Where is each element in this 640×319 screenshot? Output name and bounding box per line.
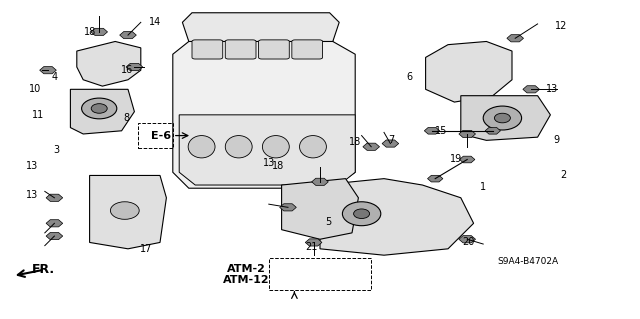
Text: 13: 13 [262,158,275,168]
Text: 16: 16 [120,65,133,75]
Polygon shape [70,89,134,134]
Text: ATM-2
ATM-12: ATM-2 ATM-12 [223,263,269,285]
Polygon shape [40,67,56,74]
Ellipse shape [483,106,522,130]
Bar [138,123,173,148]
Bar [269,258,371,290]
Text: 18: 18 [349,137,362,147]
Text: S9A4-B4702A: S9A4-B4702A [497,257,559,266]
Polygon shape [461,96,550,140]
Text: E-6: E-6 [151,130,172,141]
Ellipse shape [495,113,511,123]
Text: 5: 5 [325,217,332,227]
FancyBboxPatch shape [225,40,256,59]
Polygon shape [179,115,355,185]
Polygon shape [126,63,143,70]
Polygon shape [507,35,524,42]
Polygon shape [460,156,475,163]
Ellipse shape [111,202,140,219]
Polygon shape [426,41,512,102]
Ellipse shape [82,98,117,119]
Polygon shape [90,175,166,249]
Text: 1: 1 [480,182,486,192]
Text: 20: 20 [462,237,475,248]
Polygon shape [46,194,63,201]
Polygon shape [320,179,474,255]
Polygon shape [459,130,476,137]
FancyBboxPatch shape [259,40,289,59]
Polygon shape [280,204,296,211]
Polygon shape [282,179,358,239]
Text: 8: 8 [124,113,130,123]
Text: 19: 19 [450,154,463,165]
Polygon shape [523,86,540,93]
Text: 10: 10 [29,84,42,94]
Ellipse shape [188,136,215,158]
Text: 14: 14 [148,17,161,27]
Text: 3: 3 [53,145,60,155]
Polygon shape [46,220,63,227]
Ellipse shape [225,136,252,158]
Text: 13: 13 [26,161,38,171]
Polygon shape [77,41,141,86]
Text: 4: 4 [51,71,58,82]
Polygon shape [173,38,355,188]
Ellipse shape [342,202,381,226]
Polygon shape [91,28,108,35]
Polygon shape [305,239,322,246]
Polygon shape [424,128,440,134]
Text: 6: 6 [406,71,413,82]
Polygon shape [182,13,339,41]
Text: 13: 13 [545,84,558,94]
Text: 21: 21 [305,242,318,252]
Text: 11: 11 [32,110,45,120]
Polygon shape [459,236,476,243]
Ellipse shape [92,104,108,113]
Ellipse shape [353,209,370,219]
Text: 13: 13 [26,189,38,200]
Ellipse shape [300,136,326,158]
Text: 9: 9 [554,135,560,145]
Polygon shape [363,143,380,150]
Polygon shape [382,140,399,147]
Polygon shape [120,32,136,39]
Polygon shape [312,178,328,185]
FancyBboxPatch shape [292,40,323,59]
Ellipse shape [262,136,289,158]
Polygon shape [428,175,443,182]
Text: 17: 17 [140,244,152,254]
Text: FR.: FR. [32,263,55,276]
Text: 7: 7 [388,135,395,145]
Polygon shape [46,233,63,240]
Text: 18: 18 [83,27,96,37]
Polygon shape [485,128,500,134]
Text: 2: 2 [560,170,566,181]
Text: 18: 18 [272,161,285,171]
Text: 15: 15 [435,126,448,136]
Text: 12: 12 [555,20,568,31]
FancyBboxPatch shape [192,40,223,59]
